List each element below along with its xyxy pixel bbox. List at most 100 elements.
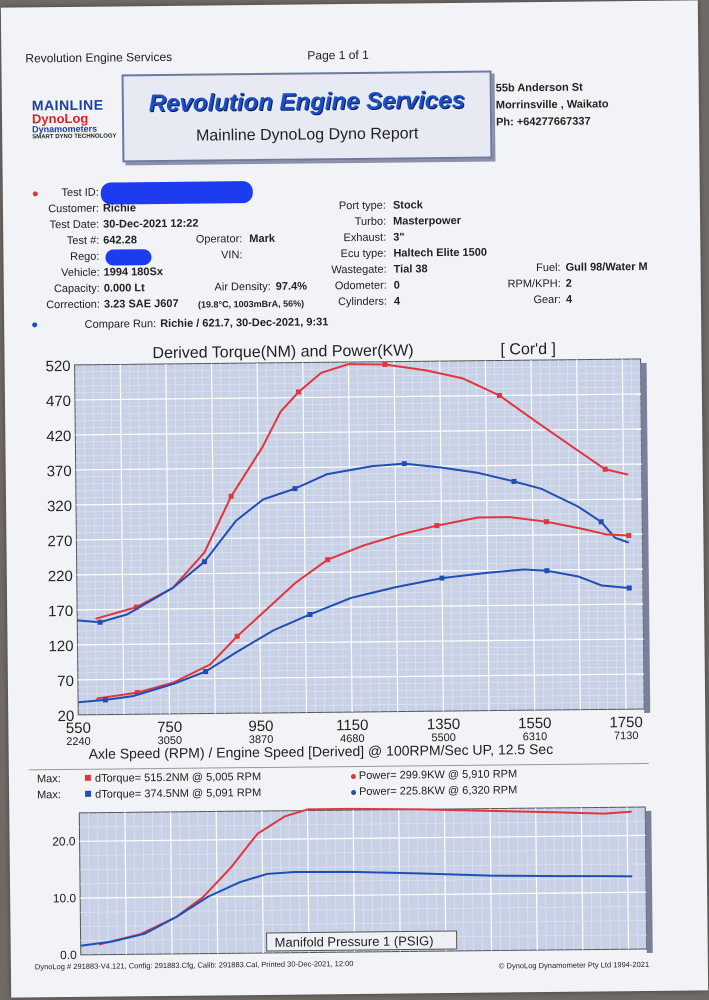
test-date-value: 30-Dec-2021 12:22 (103, 217, 199, 231)
series-line-2 (96, 516, 629, 700)
series-marker (203, 669, 209, 675)
correction-label: Correction: (46, 298, 101, 312)
grid-line-y (77, 645, 644, 653)
series-line-3 (78, 568, 630, 704)
torque-power-chart: Derived Torque(NM) and Power(KW) [ Cor'd… (45, 341, 651, 762)
series-marker (401, 461, 407, 467)
x-tick-secondary-label: 2240 (66, 736, 91, 748)
grid-line-y (75, 491, 642, 499)
grid-line-y (75, 435, 642, 443)
boost-grid-line-y (80, 906, 647, 913)
address-line1: 55b Anderson St (495, 81, 583, 95)
grid-line-y (74, 365, 641, 373)
x-tick-secondary-label: 6310 (523, 731, 548, 743)
x-tick-label: 950 (248, 718, 273, 735)
compare-run-dot (32, 322, 38, 328)
exhaust-value: 3" (393, 231, 405, 244)
gear-value: 4 (565, 293, 573, 306)
customer-value: Richie (102, 202, 137, 215)
summary-row2-max: Max: (37, 789, 61, 802)
grid-line-y (76, 512, 643, 520)
test-no-value: 642.28 (103, 234, 137, 247)
logo-line4: SMART DYNO TECHNOLOGY (32, 133, 117, 141)
boost-y-axis-ticks: 20.0 10.0 0.0 (52, 834, 77, 962)
x-tick-secondary-label: 5500 (431, 732, 456, 744)
summary-row2-power-dot (351, 789, 357, 796)
manifold-pressure-chart: 20.0 10.0 0.0 Manifold Pressure 1 (PSIG) (52, 806, 653, 962)
grid-line-y (78, 687, 644, 695)
grid-line-y (78, 694, 645, 702)
turbo-value: Masterpower (393, 214, 462, 228)
series-marker (382, 361, 388, 367)
summary-row1-torque: dTorque= 515.2NM @ 5,005 RPM (94, 770, 262, 785)
summary-row2-power: Power= 225.8KW @ 6,320 RPM (359, 784, 518, 798)
y-tick-label: 370 (47, 463, 72, 480)
series-marker (626, 585, 632, 591)
x-axis-label: Axle Speed (RPM) / Engine Speed [Derived… (89, 741, 554, 762)
series-marker (434, 523, 440, 529)
y-tick-label: 420 (46, 428, 71, 445)
compare-run-label: Compare Run: (84, 318, 157, 331)
cylinders-label: Cylinders: (337, 295, 387, 309)
y-tick-label: 120 (48, 638, 73, 655)
y-tick-label: 320 (47, 498, 72, 515)
grid-line-y (76, 498, 643, 506)
x-tick-label: 1550 (518, 715, 552, 732)
current-run-dot (32, 191, 38, 197)
turbo-label: Turbo: (354, 215, 387, 228)
y-tick-label: 20 (57, 708, 74, 725)
x-tick-label: 550 (66, 720, 91, 737)
summary-row1-marker (84, 774, 91, 781)
series-marker (544, 568, 550, 574)
address-line2: Morrinsville , Waikato (495, 98, 609, 112)
boost-chart-title: Manifold Pressure 1 (PSIG) (275, 933, 434, 950)
grid-line-y (76, 547, 643, 555)
operator-value: Mark (249, 232, 276, 246)
series-marker (496, 392, 502, 399)
test-id-label: Test ID: (61, 186, 99, 200)
fuel-value: Gull 98/Water M (565, 260, 648, 274)
series-marker (511, 478, 517, 484)
customer-label: Customer: (48, 202, 100, 216)
port-type-value: Stock (392, 199, 423, 212)
correction-value: 3.23 SAE J607 (103, 297, 179, 311)
operator-label: Operator: (195, 233, 243, 246)
series-marker (325, 557, 331, 563)
rego-redaction (105, 249, 152, 266)
y-tick-label: 270 (47, 533, 72, 550)
grid-line-y (75, 484, 642, 492)
grid-line-y (76, 533, 643, 541)
series-marker (543, 519, 549, 525)
test-id-redaction (100, 181, 253, 205)
series-marker (201, 559, 207, 565)
grid-line-y (75, 414, 642, 422)
boost-grid-line-y (79, 834, 646, 842)
rpm-kph-label: RPM/KPH: (507, 277, 561, 291)
grid-line-y (74, 379, 641, 387)
x-tick-label: 1150 (336, 717, 368, 734)
x-tick-secondary-label: 7130 (614, 730, 639, 742)
ecu-type-label: Ecu type: (340, 247, 387, 261)
grid-line-y (76, 540, 643, 548)
report-header-box: Revolution Engine Services Mainline Dyno… (121, 70, 493, 163)
air-density-value: 97.4% (275, 280, 308, 293)
mainline-logo: MAINLINE DynoLog Dynamometers SMART DYNO… (32, 96, 118, 141)
vin-label: VIN: (220, 249, 243, 262)
series-marker (102, 697, 109, 703)
grid-line-y (76, 589, 643, 597)
boost-grid-line-y (80, 877, 646, 885)
series-marker (598, 519, 604, 525)
correction-detail: (19.8°C, 1003mBrA, 56%) (197, 298, 305, 310)
chart-grid (74, 359, 645, 715)
grid-line-y (77, 624, 644, 632)
summary-row2-torque: dTorque= 374.5NM @ 5,091 RPM (95, 786, 262, 801)
boost-series (80, 807, 633, 947)
odometer-label: Odometer: (334, 279, 387, 293)
wastegate-value: Tial 38 (393, 263, 428, 276)
y-tick-label: 520 (45, 358, 70, 375)
boost-title-box (266, 930, 458, 952)
address-line3: Ph: +64277667337 (496, 115, 591, 129)
boost-grid-line-y (79, 820, 646, 828)
series-marker (97, 619, 103, 625)
